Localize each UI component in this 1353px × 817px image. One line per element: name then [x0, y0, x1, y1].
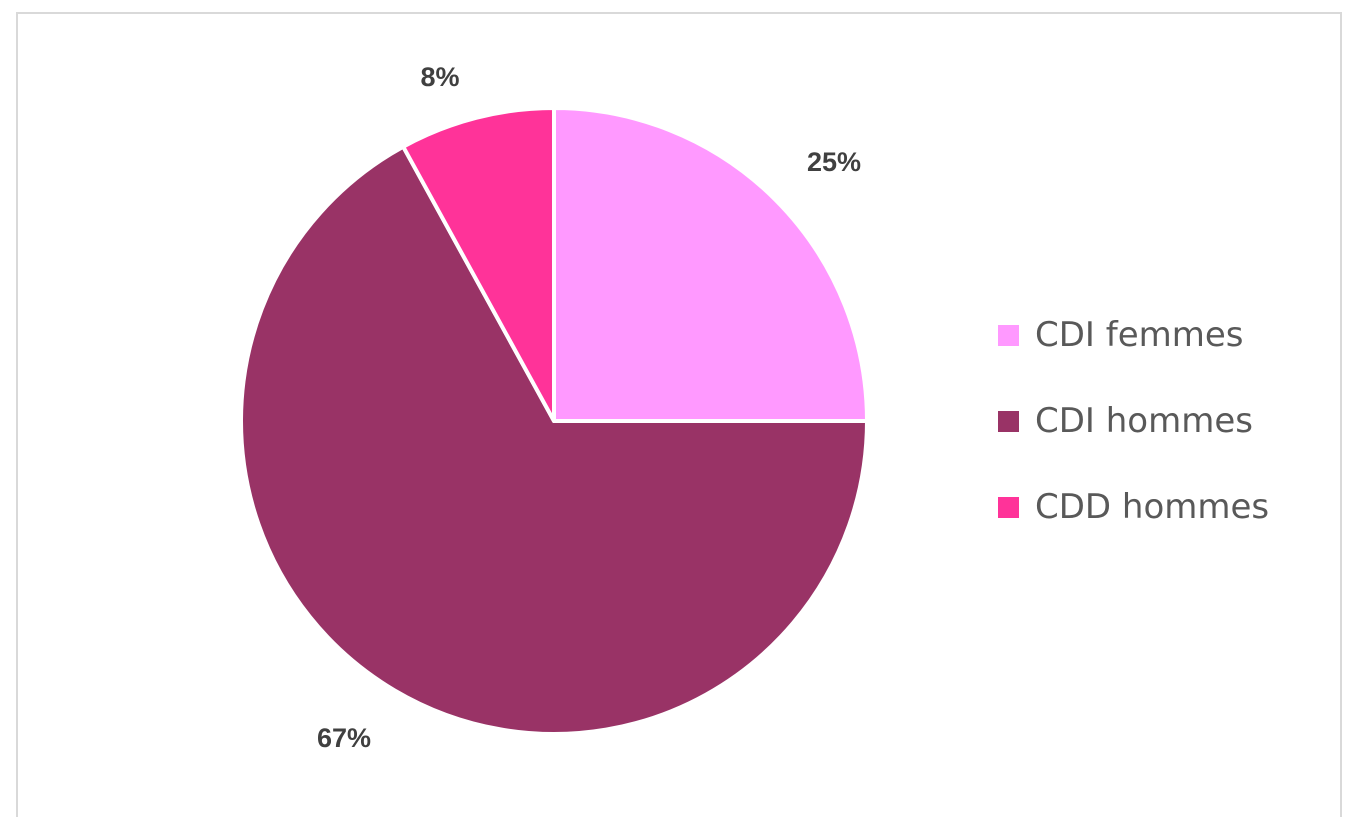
legend-item-cdd-hommes: CDD hommes — [998, 487, 1269, 527]
data-label-cdi-femmes: 25% — [807, 147, 861, 177]
data-label-cdi-hommes: 67% — [317, 723, 371, 753]
pie-data-labels: 25% 67% 8% — [317, 62, 861, 753]
legend-swatch — [998, 496, 1019, 518]
legend-label: CDI femmes — [1035, 315, 1244, 355]
legend-item-cdi-femmes: CDI femmes — [998, 315, 1244, 355]
pie-slices — [239, 105, 870, 736]
legend-swatch — [998, 324, 1019, 346]
legend-item-cdi-hommes: CDI hommes — [998, 401, 1253, 441]
legend-swatch — [998, 410, 1019, 432]
pie-slice-cdd-hommes — [400, 105, 556, 422]
legend-label: CDI hommes — [1035, 401, 1253, 441]
pie-slice-cdi-hommes — [239, 143, 870, 736]
pie-slice-cdi-femmes — [552, 105, 870, 423]
legend-label: CDD hommes — [1035, 487, 1270, 527]
data-label-cdd-hommes: 8% — [420, 62, 459, 92]
